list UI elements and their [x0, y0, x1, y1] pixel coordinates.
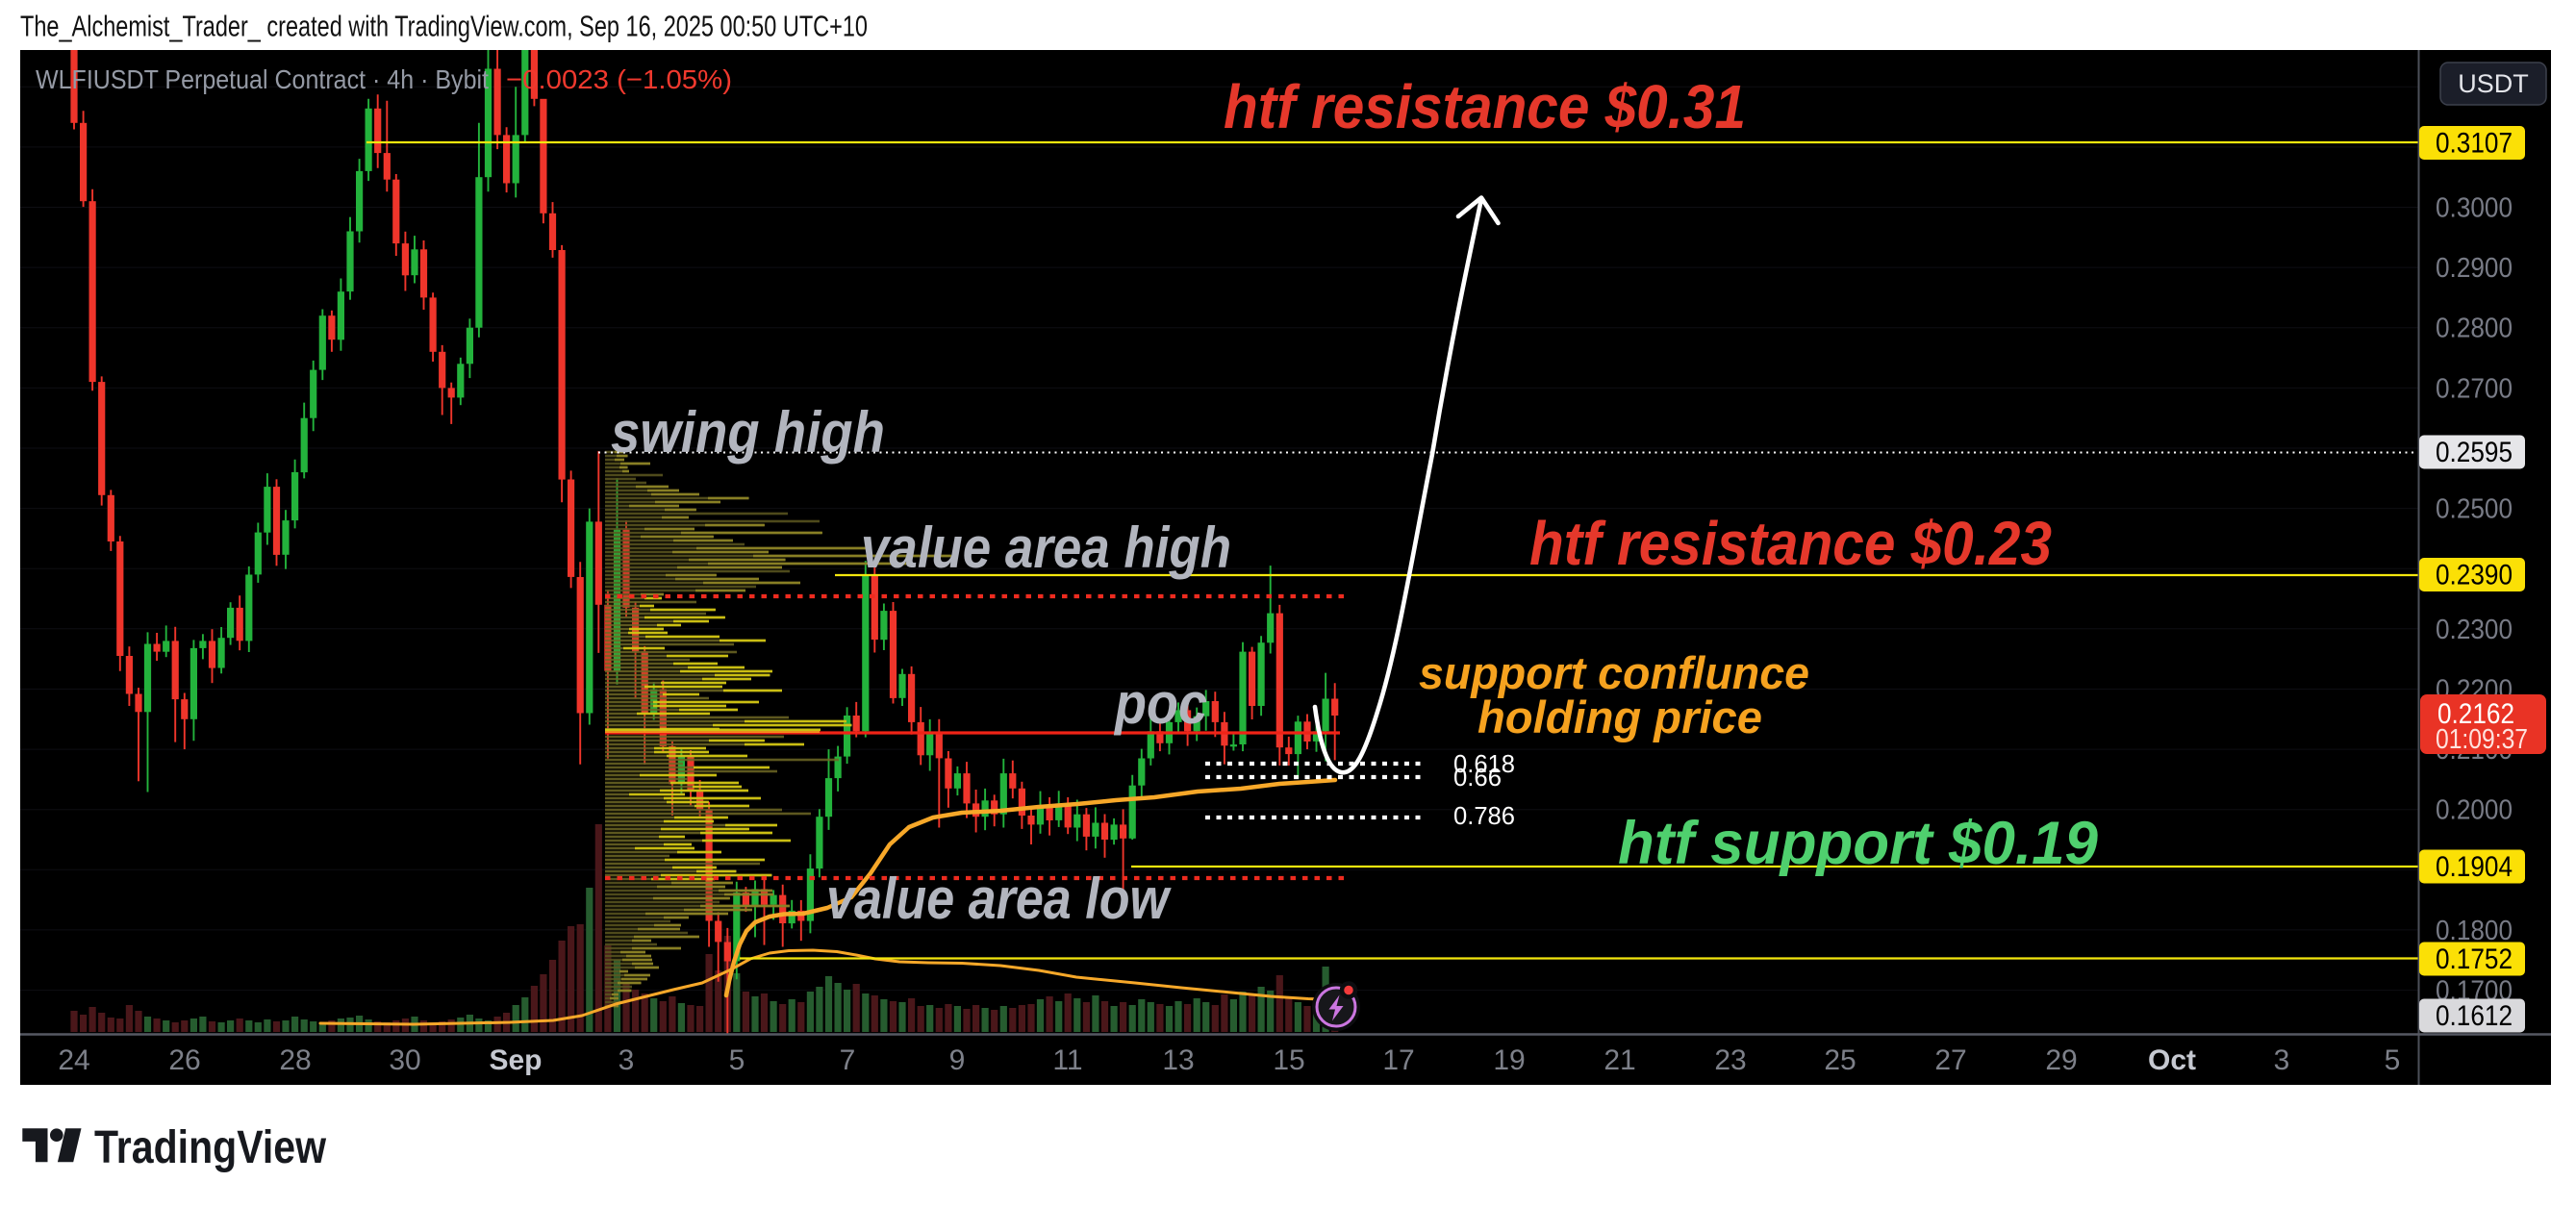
svg-text:0.2700: 0.2700: [2436, 373, 2513, 404]
svg-text:0.2595: 0.2595: [2436, 437, 2513, 468]
svg-text:value area low: value area low: [826, 867, 1172, 931]
svg-text:23: 23: [1714, 1044, 1746, 1076]
svg-text:0.1752: 0.1752: [2436, 943, 2513, 975]
svg-text:Sep: Sep: [489, 1044, 542, 1076]
svg-text:27: 27: [1934, 1044, 1966, 1076]
svg-text:0.2162: 0.2162: [2437, 698, 2514, 730]
svg-text:24: 24: [58, 1044, 89, 1076]
svg-text:USDT: USDT: [2458, 69, 2529, 98]
svg-text:26: 26: [168, 1044, 200, 1076]
svg-text:−0.0023 (−1.05%): −0.0023 (−1.05%): [506, 64, 732, 94]
svg-text:0.3107: 0.3107: [2436, 127, 2513, 159]
svg-text:30: 30: [389, 1044, 420, 1076]
svg-text:swing high: swing high: [611, 400, 885, 465]
svg-text:11: 11: [1052, 1044, 1082, 1076]
svg-text:0.3000: 0.3000: [2436, 193, 2513, 224]
svg-text:25: 25: [1824, 1044, 1856, 1076]
svg-text:0.1612: 0.1612: [2436, 1000, 2513, 1032]
svg-text:holding price: holding price: [1477, 692, 1762, 742]
svg-text:28: 28: [279, 1044, 311, 1076]
svg-text:0.786: 0.786: [1453, 801, 1515, 830]
svg-text:0.2390: 0.2390: [2436, 559, 2513, 591]
svg-text:htf resistance $0.23: htf resistance $0.23: [1529, 509, 2052, 578]
svg-text:29: 29: [2045, 1044, 2077, 1076]
svg-text:0.2300: 0.2300: [2436, 615, 2513, 645]
svg-text:Oct: Oct: [2148, 1044, 2196, 1076]
svg-text:0.2800: 0.2800: [2436, 314, 2513, 344]
svg-text:13: 13: [1162, 1044, 1194, 1076]
svg-text:poc: poc: [1113, 671, 1207, 736]
svg-text:0.618: 0.618: [1453, 749, 1515, 778]
svg-text:0.2900: 0.2900: [2436, 253, 2513, 284]
svg-text:9: 9: [949, 1044, 966, 1076]
svg-text:WLFIUSDT Perpetual Contract ·: WLFIUSDT Perpetual Contract · 4h · Bybit: [36, 64, 489, 94]
svg-text:0.2000: 0.2000: [2436, 795, 2513, 826]
svg-text:01:09:37: 01:09:37: [2436, 724, 2528, 755]
svg-text:0.1904: 0.1904: [2436, 851, 2513, 883]
svg-text:value area high: value area high: [861, 515, 1231, 580]
svg-text:htf resistance $0.31: htf resistance $0.31: [1224, 72, 1746, 141]
svg-text:7: 7: [840, 1044, 856, 1076]
svg-text:5: 5: [729, 1044, 745, 1076]
svg-text:15: 15: [1273, 1044, 1304, 1076]
svg-text:0.1800: 0.1800: [2436, 916, 2513, 946]
svg-text:3: 3: [619, 1044, 635, 1076]
svg-text:support conflunce: support conflunce: [1419, 647, 1809, 698]
svg-text:21: 21: [1604, 1044, 1635, 1076]
svg-text:5: 5: [2385, 1044, 2401, 1076]
svg-text:The_Alchemist_Trader_ created: The_Alchemist_Trader_ created with Tradi…: [20, 10, 868, 43]
svg-text:0.66: 0.66: [1453, 763, 1502, 792]
svg-text:17: 17: [1382, 1044, 1414, 1076]
svg-text:TradingView: TradingView: [94, 1122, 327, 1173]
svg-text:htf support $0.19: htf support $0.19: [1618, 810, 2098, 877]
svg-text:3: 3: [2274, 1044, 2290, 1076]
svg-text:19: 19: [1493, 1044, 1525, 1076]
svg-text:0.2500: 0.2500: [2436, 494, 2513, 525]
